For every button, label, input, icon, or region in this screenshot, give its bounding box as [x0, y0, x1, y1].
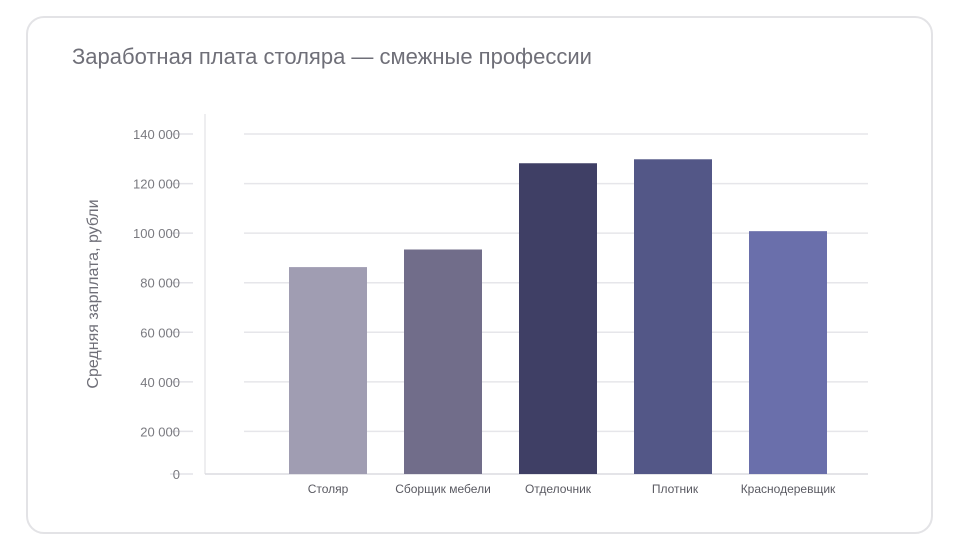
bar	[634, 159, 712, 474]
y-axis-label: Средняя зарплата, рубли	[85, 199, 102, 388]
x-tick-label: Сборщик мебели	[395, 482, 491, 496]
x-tick-label: Отделочник	[525, 482, 592, 496]
y-tick-label: 0	[173, 467, 180, 482]
chart-title: Заработная плата столяра — смежные профе…	[72, 44, 592, 69]
bar	[749, 231, 827, 474]
y-tick-label: 140 000	[133, 127, 180, 142]
x-tick-label: Плотник	[652, 482, 699, 496]
bar	[404, 249, 482, 474]
y-tick-label: 40 000	[140, 375, 180, 390]
x-tick-label: Краснодеревщик	[741, 482, 836, 496]
x-tick-label: Столяр	[308, 482, 349, 496]
y-tick-label: 60 000	[140, 325, 180, 340]
bar	[519, 163, 597, 475]
y-tick-label: 80 000	[140, 276, 180, 291]
y-tick-label: 100 000	[133, 226, 180, 241]
bar	[289, 267, 367, 474]
y-tick-label: 120 000	[133, 177, 180, 192]
y-tick-label: 20 000	[140, 424, 180, 439]
